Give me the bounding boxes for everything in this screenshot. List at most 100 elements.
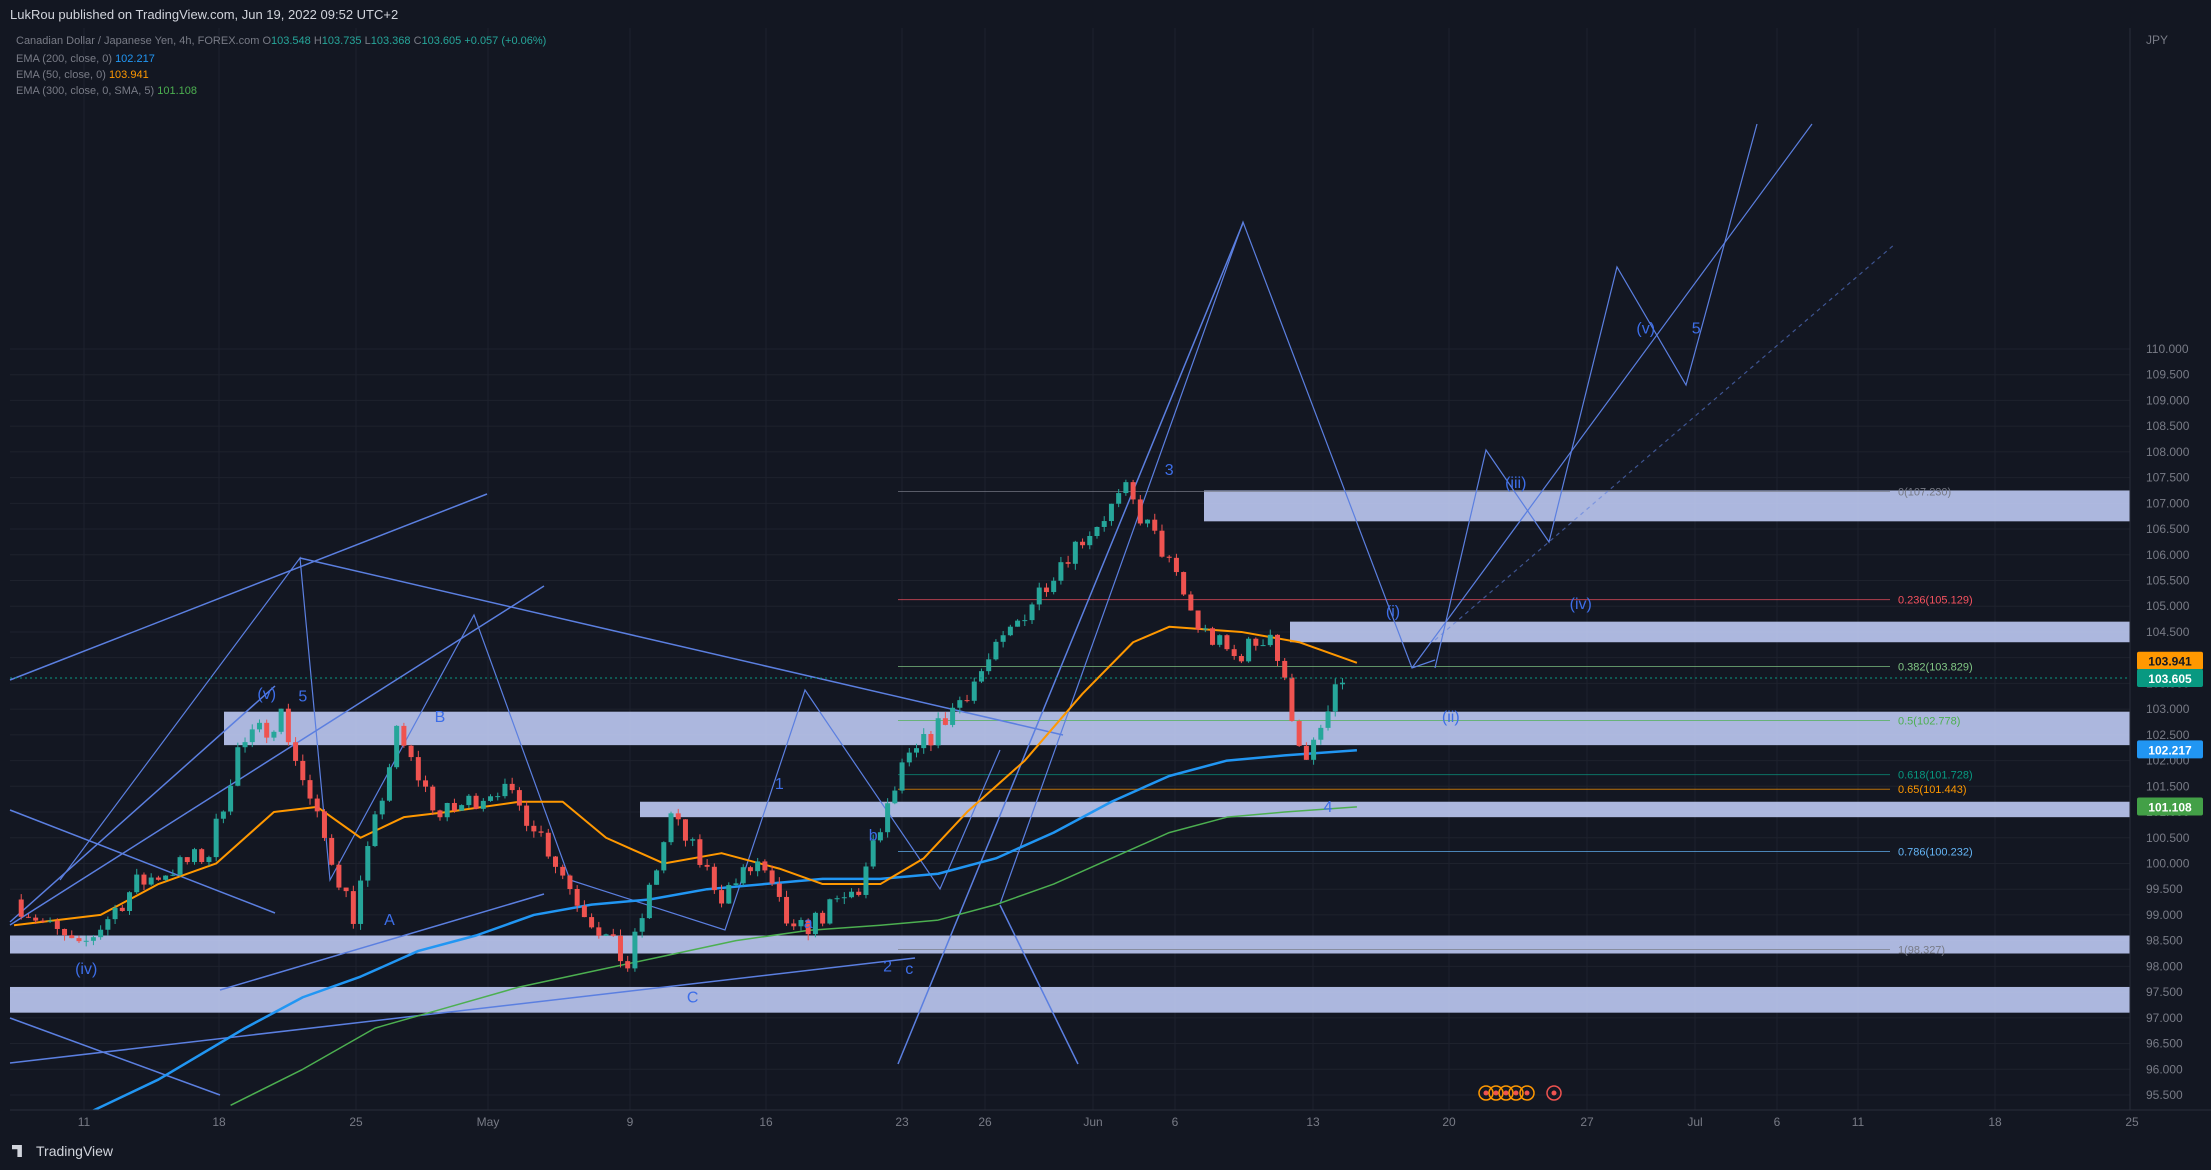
candle-body: [798, 920, 804, 927]
candle-body: [264, 722, 270, 738]
candle-body: [220, 811, 226, 819]
candle-body: [928, 734, 934, 746]
candle-body: [1246, 638, 1252, 662]
candle-body: [863, 866, 869, 895]
price-tick-label: 98.500: [2146, 934, 2183, 948]
fib-level-label: 0.786(100.232): [1898, 847, 1973, 859]
candle-body: [199, 849, 205, 863]
wave-label: A: [384, 912, 395, 929]
candle-body: [1296, 720, 1302, 746]
candle-body: [1173, 557, 1179, 573]
candle-body: [849, 891, 855, 898]
candle-body: [408, 745, 414, 758]
candle-body: [1325, 711, 1331, 728]
trend-line: [219, 893, 545, 991]
time-tick-label: 16: [759, 1115, 773, 1129]
candle-body: [177, 857, 183, 875]
candle-body: [740, 867, 746, 884]
candle-body: [206, 857, 212, 863]
legend-ema200[interactable]: EMA (200, close, 0) 102.217: [16, 53, 155, 65]
candle-body: [791, 923, 797, 927]
candle-body: [971, 681, 977, 701]
wave-label: 2: [883, 959, 892, 976]
legend-ema300[interactable]: EMA (300, close, 0, SMA, 5) 101.108: [16, 85, 197, 97]
wave-label: (v): [257, 686, 276, 703]
candle-body: [314, 798, 320, 812]
candle-body: [394, 725, 400, 768]
candle-body: [90, 937, 96, 941]
legend-ema200-value: 102.217: [115, 53, 155, 65]
price-tick-label: 107.000: [2146, 496, 2190, 510]
candle-body: [957, 700, 963, 708]
support-resistance-zone: [640, 801, 2135, 818]
elliott-wave-path: [1434, 123, 1758, 669]
candle-body: [401, 725, 407, 746]
candle-body: [704, 864, 710, 867]
fib-level-label: 0.5(102.778): [1898, 716, 1960, 728]
candle-body: [1181, 572, 1187, 595]
candle-body: [675, 813, 681, 820]
ema200-line: [71, 749, 1358, 1122]
price-tick-label: 108.000: [2146, 445, 2190, 459]
candle-body: [1137, 499, 1143, 524]
support-resistance-zone: [224, 711, 2135, 746]
trend-line: [9, 493, 488, 681]
ema50-line: [13, 625, 1358, 927]
candle-body: [148, 877, 154, 885]
candle-body: [538, 831, 544, 833]
price-tick-label: 96.500: [2146, 1037, 2183, 1051]
price-tick-label: 103.000: [2146, 702, 2190, 716]
price-chart[interactable]: 0(107.230) 0.236(105.129) 0.382(103.829) 0.…: [0, 28, 2211, 1134]
wave-label: (iii): [1505, 475, 1526, 492]
wave-label: 5: [1692, 321, 1701, 338]
candle-body: [625, 961, 631, 969]
time-tick-label: 9: [627, 1115, 634, 1129]
candle-body: [127, 892, 133, 911]
candle-body: [1311, 739, 1317, 760]
candle-body: [1210, 628, 1216, 645]
event-marker-icon: [1546, 1085, 1562, 1101]
wave-label: (iv): [75, 961, 97, 978]
candle-body: [1332, 684, 1338, 712]
candle-body: [1202, 628, 1208, 630]
price-tick-label: 106.000: [2146, 548, 2190, 562]
price-tag-label: 103.605: [2148, 672, 2192, 686]
legend-close-label: C: [413, 35, 422, 47]
legend-high: 103.735: [321, 35, 362, 47]
legend-low-label: L: [364, 35, 371, 47]
tradingview-logo-icon: [12, 1145, 22, 1157]
candle-body: [942, 718, 948, 725]
time-tick-label: 20: [1442, 1115, 1456, 1129]
legend-ema50[interactable]: EMA (50, close, 0) 103.941: [16, 69, 149, 81]
candle-body: [545, 832, 551, 857]
wave-label: C: [687, 989, 699, 1006]
candle-body: [365, 846, 371, 881]
candle-body: [155, 877, 161, 880]
wave-label: 4: [1324, 799, 1333, 816]
candle-body: [54, 920, 60, 929]
tradingview-logo[interactable]: TradingView: [12, 1143, 113, 1159]
candle-body: [293, 742, 299, 761]
wave-label: B: [435, 709, 446, 726]
candle-body: [256, 722, 262, 730]
support-resistance-zone: [1290, 621, 2135, 643]
candle-body: [1282, 660, 1288, 678]
wave-label: a: [804, 915, 813, 932]
price-tick-label: 106.500: [2146, 522, 2190, 536]
candle-body: [553, 856, 558, 867]
candle-body: [820, 912, 826, 924]
fib-level-label: 0(107.230): [1898, 486, 1951, 498]
candle-body: [451, 802, 457, 811]
candle-body: [1036, 587, 1042, 605]
trend-line: [897, 222, 1244, 1065]
candle-body: [617, 935, 623, 962]
price-tick-label: 97.000: [2146, 1011, 2183, 1025]
candle-body: [192, 849, 197, 863]
candle-body: [430, 786, 436, 811]
candle-body: [776, 883, 782, 897]
price-tick-label: 101.500: [2146, 779, 2190, 793]
time-tick-label: 27: [1580, 1115, 1594, 1129]
wave-label: 3: [1165, 462, 1174, 479]
price-tick-label: 95.500: [2146, 1088, 2183, 1102]
candle-body: [841, 897, 847, 899]
